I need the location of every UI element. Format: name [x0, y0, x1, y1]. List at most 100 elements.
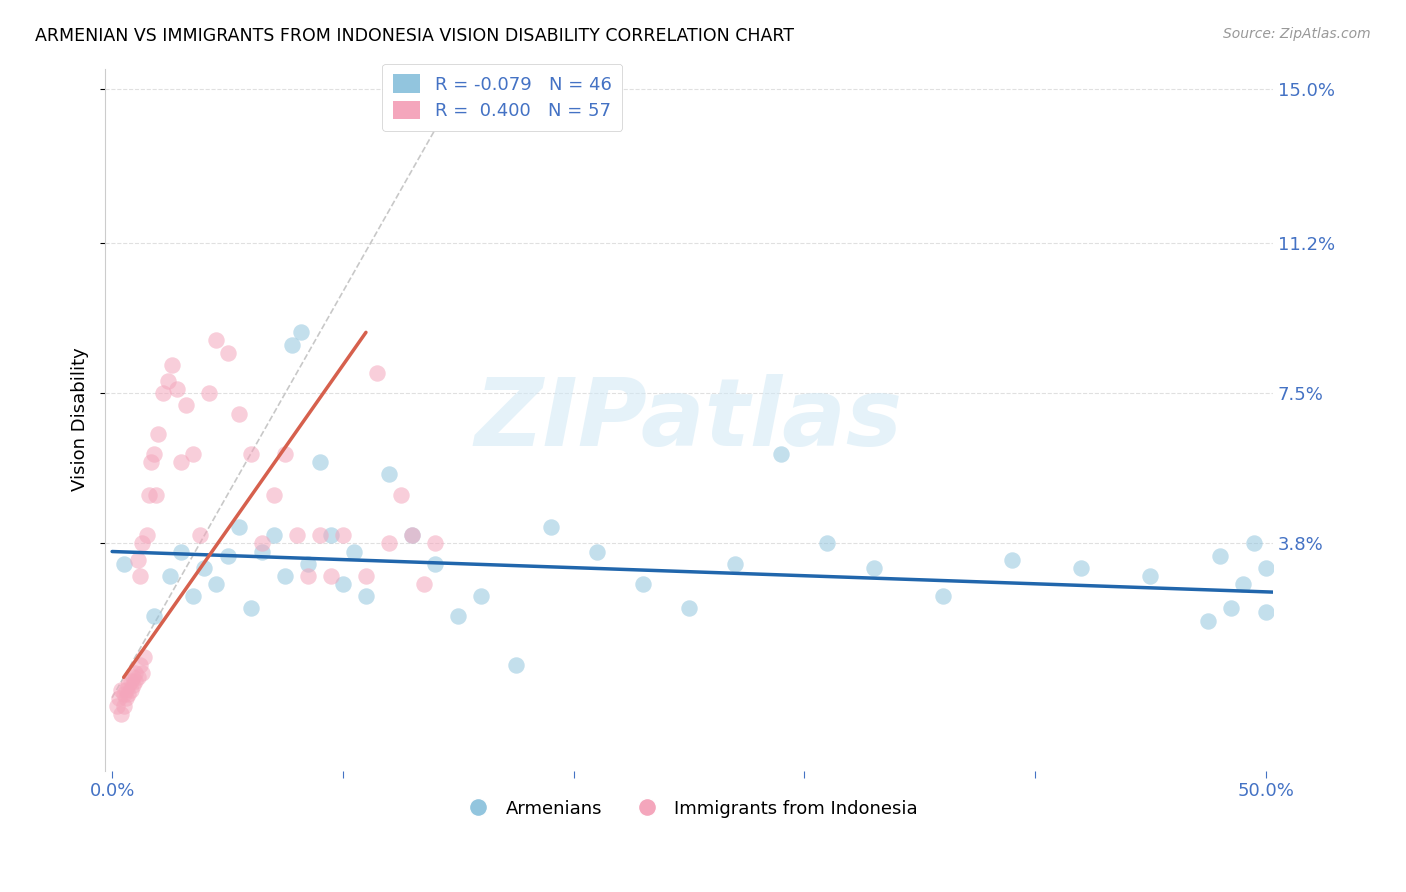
Point [110, 682, 132, 697]
Point [148, 426, 170, 441]
Point [198, 386, 221, 401]
Point [122, 678, 145, 692]
Point [108, 690, 131, 705]
Point [308, 528, 330, 542]
Point [166, 382, 188, 396]
Point [1208, 549, 1230, 563]
Point [112, 557, 135, 571]
Point [142, 609, 165, 624]
Point [170, 544, 193, 558]
Point [217, 549, 239, 563]
Point [862, 560, 884, 574]
Point [505, 658, 527, 673]
Point [401, 528, 423, 542]
Point [1254, 606, 1277, 620]
Point [115, 682, 138, 697]
Point [678, 601, 700, 615]
Point [724, 557, 747, 571]
Point [321, 569, 343, 583]
Point [378, 467, 401, 482]
Y-axis label: Vision Disability: Vision Disability [72, 348, 89, 491]
Point [205, 577, 228, 591]
Point [1001, 552, 1024, 566]
Point [228, 520, 250, 534]
Text: Source: ZipAtlas.com: Source: ZipAtlas.com [1223, 27, 1371, 41]
Point [274, 569, 297, 583]
Point [145, 488, 167, 502]
Point [540, 520, 562, 534]
Point [250, 536, 273, 550]
Point [290, 326, 312, 340]
Point [263, 528, 285, 542]
Point [135, 528, 157, 542]
Point [447, 609, 470, 624]
Point [1197, 614, 1219, 628]
Point [141, 455, 163, 469]
Point [470, 589, 492, 603]
Point [354, 569, 377, 583]
Point [117, 687, 139, 701]
Point [332, 577, 354, 591]
Point [817, 536, 839, 550]
Point [128, 569, 150, 583]
Point [239, 447, 262, 461]
Point [1254, 560, 1277, 574]
Point [354, 589, 377, 603]
Point [112, 698, 135, 713]
Point [217, 345, 239, 359]
Point [1243, 536, 1265, 550]
Point [105, 698, 128, 713]
Point [138, 488, 160, 502]
Point [124, 666, 146, 681]
Point [228, 407, 250, 421]
Point [170, 455, 193, 469]
Point [181, 447, 204, 461]
Point [160, 358, 183, 372]
Point [127, 670, 149, 684]
Point [1232, 577, 1254, 591]
Point [1139, 569, 1161, 583]
Legend: Armenians, Immigrants from Indonesia: Armenians, Immigrants from Indonesia [453, 792, 925, 825]
Point [156, 374, 179, 388]
Point [631, 577, 654, 591]
Point [124, 674, 146, 689]
Point [142, 447, 165, 461]
Point [585, 544, 607, 558]
Point [378, 536, 401, 550]
Point [1220, 601, 1243, 615]
Point [115, 690, 138, 705]
Point [131, 536, 153, 550]
Point [366, 366, 388, 380]
Point [425, 536, 447, 550]
Point [128, 658, 150, 673]
Point [263, 488, 285, 502]
Point [321, 528, 343, 542]
Point [122, 670, 145, 684]
Point [205, 334, 228, 348]
Point [239, 601, 262, 615]
Point [117, 678, 139, 692]
Point [131, 666, 153, 681]
Point [297, 569, 319, 583]
Point [120, 674, 142, 689]
Point [181, 589, 204, 603]
Point [343, 544, 366, 558]
Point [389, 488, 412, 502]
Point [174, 398, 197, 412]
Point [110, 706, 132, 721]
Point [308, 455, 330, 469]
Point [770, 447, 793, 461]
Point [425, 557, 447, 571]
Point [281, 337, 304, 351]
Text: ARMENIAN VS IMMIGRANTS FROM INDONESIA VISION DISABILITY CORRELATION CHART: ARMENIAN VS IMMIGRANTS FROM INDONESIA VI… [35, 27, 794, 45]
Point [134, 650, 156, 665]
Point [127, 552, 149, 566]
Point [250, 544, 273, 558]
Point [412, 577, 434, 591]
Point [297, 557, 319, 571]
Point [332, 528, 354, 542]
Point [1070, 560, 1092, 574]
Point [401, 528, 423, 542]
Point [188, 528, 211, 542]
Point [932, 589, 955, 603]
